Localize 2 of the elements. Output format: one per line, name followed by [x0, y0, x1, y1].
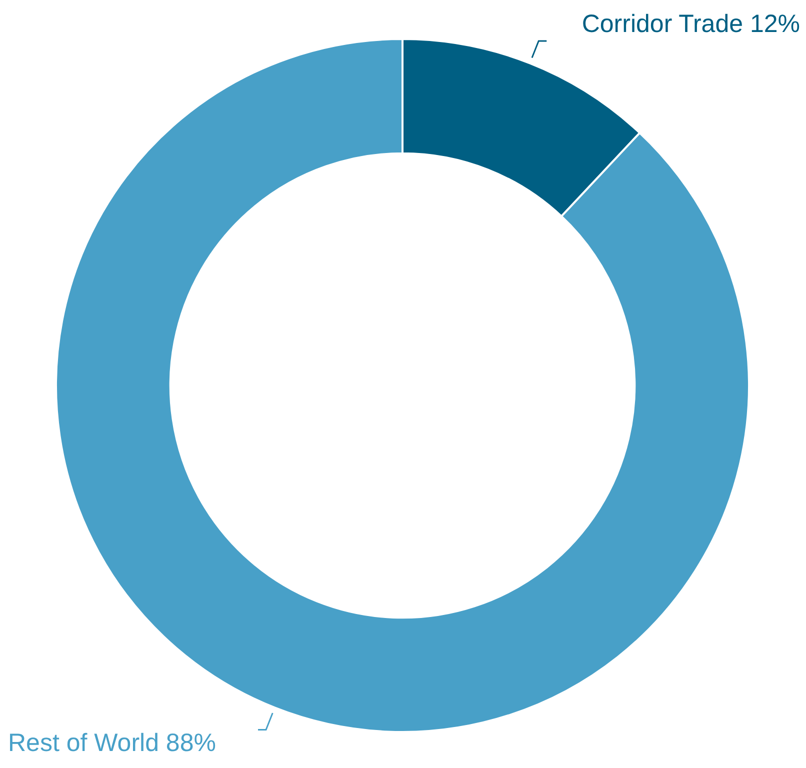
- slice-label: Rest of World 88%: [8, 728, 216, 757]
- slice-label: Corridor Trade 12%: [582, 10, 800, 38]
